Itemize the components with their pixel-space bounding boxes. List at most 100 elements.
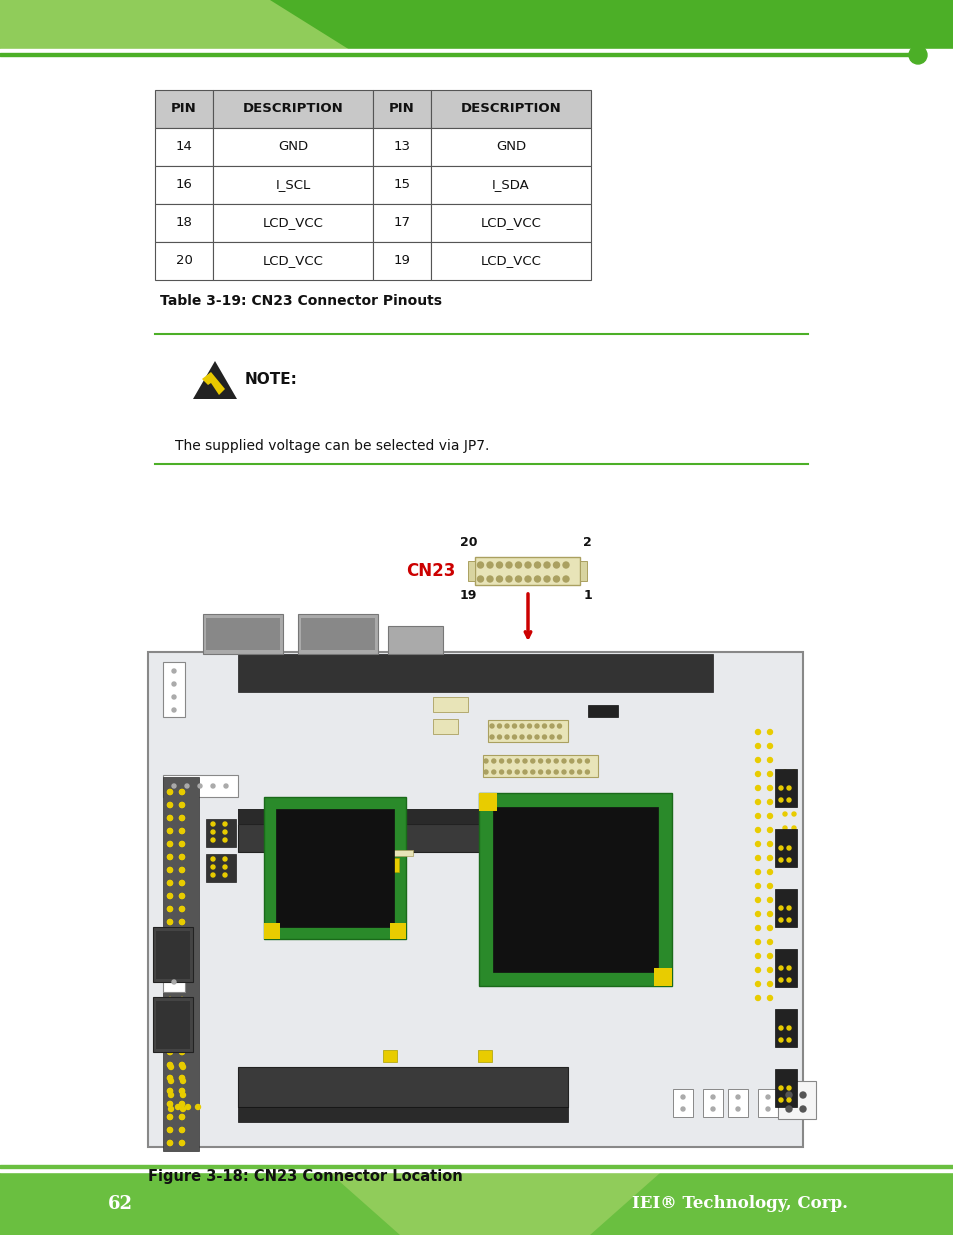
Circle shape — [211, 830, 214, 834]
Circle shape — [569, 769, 573, 774]
Circle shape — [180, 1078, 185, 1083]
Bar — [774, 889, 796, 927]
Circle shape — [168, 881, 172, 885]
Text: LCD_VCC: LCD_VCC — [262, 216, 323, 230]
Text: DESCRIPTION: DESCRIPTION — [242, 103, 343, 116]
Bar — [493, 806, 658, 972]
Bar — [478, 793, 497, 811]
Circle shape — [767, 814, 772, 819]
Circle shape — [179, 893, 184, 899]
Text: 20: 20 — [175, 254, 193, 268]
Bar — [393, 850, 413, 856]
Circle shape — [168, 906, 172, 911]
Bar — [477, 1050, 492, 1062]
Circle shape — [179, 984, 184, 989]
Bar — [774, 829, 796, 867]
Circle shape — [782, 784, 786, 788]
Circle shape — [179, 829, 184, 834]
Circle shape — [543, 576, 550, 582]
Circle shape — [172, 956, 175, 960]
Circle shape — [786, 966, 790, 969]
Circle shape — [179, 998, 184, 1003]
Bar — [203, 614, 283, 655]
Text: CN23: CN23 — [406, 562, 455, 580]
Bar — [727, 1089, 747, 1116]
Circle shape — [791, 840, 795, 844]
Circle shape — [179, 1024, 184, 1029]
Bar — [778, 1081, 815, 1119]
Circle shape — [542, 724, 546, 727]
Circle shape — [223, 830, 227, 834]
Circle shape — [179, 855, 184, 860]
Bar — [213, 128, 373, 165]
Circle shape — [168, 1140, 172, 1146]
Bar — [213, 204, 373, 242]
Circle shape — [477, 562, 483, 568]
Circle shape — [779, 846, 782, 850]
Text: GND: GND — [496, 141, 525, 153]
Circle shape — [496, 576, 502, 582]
Bar — [478, 793, 671, 986]
Circle shape — [168, 1076, 172, 1081]
Circle shape — [527, 724, 531, 727]
Circle shape — [179, 906, 184, 911]
Bar — [213, 242, 373, 280]
Circle shape — [477, 576, 483, 582]
Circle shape — [785, 1107, 791, 1112]
Circle shape — [168, 829, 172, 834]
Circle shape — [550, 735, 554, 739]
Circle shape — [175, 1104, 180, 1109]
Circle shape — [168, 932, 172, 937]
Circle shape — [179, 932, 184, 937]
Circle shape — [179, 867, 184, 872]
Circle shape — [168, 1062, 172, 1067]
Circle shape — [179, 1114, 184, 1119]
Circle shape — [767, 772, 772, 777]
Circle shape — [504, 735, 509, 739]
Circle shape — [755, 856, 760, 861]
Circle shape — [779, 798, 782, 802]
Circle shape — [179, 998, 184, 1003]
Circle shape — [179, 1036, 184, 1041]
Circle shape — [755, 799, 760, 804]
Circle shape — [755, 883, 760, 888]
Polygon shape — [780, 0, 953, 49]
Circle shape — [492, 769, 496, 774]
Bar — [382, 1050, 396, 1062]
Bar — [388, 626, 442, 655]
Text: 62: 62 — [108, 1195, 132, 1213]
Circle shape — [179, 1050, 184, 1055]
Bar — [382, 858, 398, 872]
Circle shape — [786, 846, 790, 850]
Circle shape — [785, 1092, 791, 1098]
Circle shape — [735, 1095, 740, 1099]
Circle shape — [767, 883, 772, 888]
Circle shape — [172, 669, 175, 673]
Polygon shape — [330, 1173, 659, 1235]
Circle shape — [557, 724, 561, 727]
Circle shape — [791, 769, 795, 774]
Circle shape — [767, 995, 772, 1000]
Circle shape — [786, 785, 790, 790]
Bar — [206, 819, 235, 847]
Circle shape — [168, 893, 172, 899]
Bar — [672, 1089, 692, 1116]
Circle shape — [585, 769, 589, 774]
Circle shape — [515, 562, 521, 568]
Circle shape — [767, 911, 772, 916]
Polygon shape — [193, 361, 236, 399]
Bar — [154, 204, 213, 242]
Text: LCD_VCC: LCD_VCC — [480, 254, 541, 268]
Bar — [213, 165, 373, 204]
Bar — [468, 561, 475, 580]
Circle shape — [755, 772, 760, 777]
Circle shape — [577, 769, 581, 774]
Circle shape — [779, 785, 782, 790]
Circle shape — [168, 1010, 172, 1015]
Polygon shape — [0, 0, 459, 49]
Polygon shape — [202, 372, 225, 395]
Circle shape — [767, 967, 772, 972]
Circle shape — [562, 576, 568, 582]
Circle shape — [168, 958, 172, 963]
Circle shape — [168, 1128, 172, 1132]
